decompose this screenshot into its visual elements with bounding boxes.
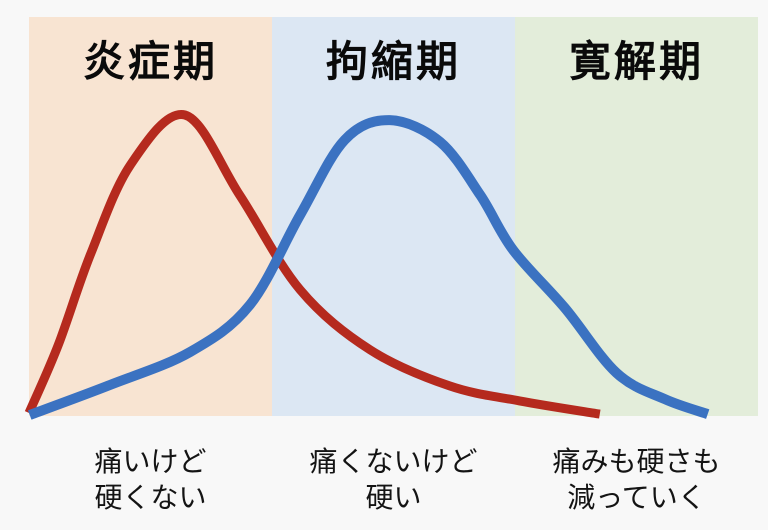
phase-title-contracture: 拘縮期 <box>325 38 461 85</box>
phase-band-contracture: 拘縮期 <box>272 17 515 416</box>
phase-title-inflammation: 炎症期 <box>82 38 218 85</box>
phase-bands: 炎症期 拘縮期 寛解期 <box>29 17 758 416</box>
phase-label-line: 痛みも硬さも <box>552 446 721 477</box>
phase-label-remission: 痛みも硬さも 減っていく <box>515 444 758 516</box>
phase-band-remission: 寛解期 <box>515 17 758 416</box>
phase-label-line: 硬い <box>365 482 422 513</box>
phase-label-contracture: 痛くないけど 硬い <box>272 444 515 516</box>
phase-labels: 痛いけど 硬くない 痛くないけど 硬い 痛みも硬さも 減っていく <box>29 444 758 516</box>
phase-label-line: 痛いけど <box>94 446 207 477</box>
phase-band-inflammation: 炎症期 <box>29 17 272 416</box>
phase-label-line: 痛くないけど <box>309 446 478 477</box>
phase-label-inflammation: 痛いけど 硬くない <box>29 444 272 516</box>
phase-title-remission: 寛解期 <box>568 38 704 85</box>
phase-label-line: 硬くない <box>94 482 207 513</box>
phase-label-line: 減っていく <box>567 482 706 513</box>
